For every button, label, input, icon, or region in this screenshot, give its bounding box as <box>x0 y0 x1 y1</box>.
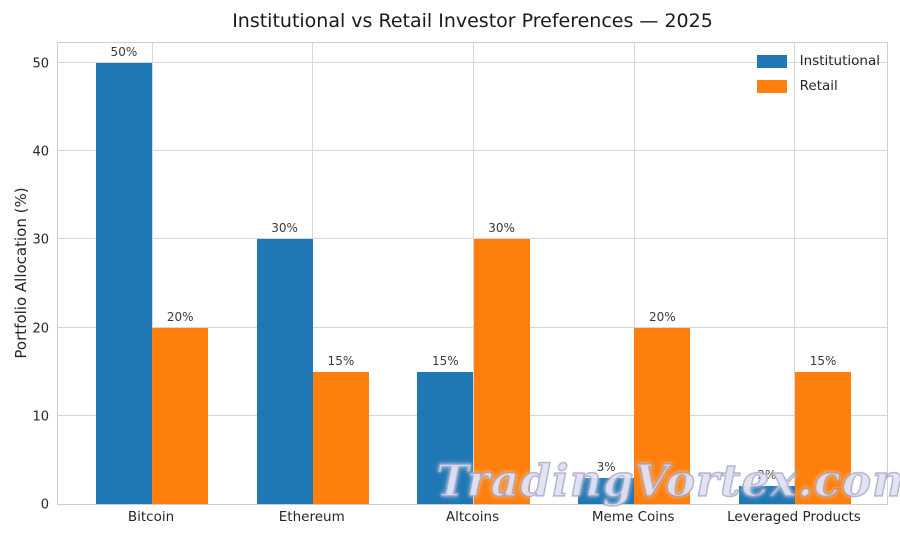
bar-retail-meme-coins <box>634 327 691 504</box>
y-tick-label: 10 <box>32 409 49 425</box>
legend-swatch-institutional <box>756 54 787 68</box>
bar-value-label-retail-altcoins: 30% <box>488 221 515 236</box>
gridline-vertical <box>794 43 796 504</box>
bar-retail-ethereum <box>312 371 369 504</box>
bar-institutional-ethereum <box>256 239 313 504</box>
bar-value-label-institutional-leveraged-products: 2% <box>757 468 777 483</box>
y-tick-label: 20 <box>32 321 49 337</box>
gridline-vertical <box>312 43 314 504</box>
bar-value-label-institutional-meme-coins: 3% <box>596 459 616 474</box>
bar-value-label-retail-bitcoin: 20% <box>166 309 194 324</box>
x-tick-label-meme-coins: Meme Coins <box>591 509 675 525</box>
plot-area: 50% 20% 30% 15% 15% 30% 3% 20% 2% 15% Institution… <box>57 42 888 505</box>
bar-retail-bitcoin <box>152 327 209 504</box>
x-tick-label-ethereum: Ethereum <box>278 509 345 525</box>
legend-label-institutional: Institutional <box>799 53 880 69</box>
legend-item-institutional: Institutional <box>756 53 880 69</box>
bar-retail-altcoins <box>473 239 530 504</box>
x-tick-label-altcoins: Altcoins <box>445 509 500 525</box>
bar-institutional-leveraged-products <box>738 486 795 504</box>
legend-item-retail: Retail <box>756 78 880 94</box>
chart-title: Institutional vs Retail Investor Prefere… <box>232 10 713 32</box>
bar-value-label-institutional-ethereum: 30% <box>271 221 298 236</box>
gridline-horizontal <box>58 238 887 240</box>
bar-value-label-retail-ethereum: 15% <box>327 353 355 368</box>
gridline-horizontal <box>58 62 887 64</box>
bar-retail-leveraged-products <box>794 371 852 504</box>
bar-value-label-retail-meme-coins: 20% <box>649 309 676 324</box>
y-tick-label: 0 <box>40 497 49 513</box>
y-tick-label: 30 <box>32 232 49 248</box>
bar-institutional-meme-coins <box>577 477 635 504</box>
gridline-vertical <box>633 43 635 504</box>
bar-institutional-bitcoin <box>95 63 153 504</box>
bar-value-label-institutional-altcoins: 15% <box>432 353 459 368</box>
bar-value-label-institutional-bitcoin: 50% <box>110 45 138 60</box>
bar-value-label-retail-leveraged-products: 15% <box>809 353 837 368</box>
legend: Institutional Retail <box>756 53 880 94</box>
y-tick-label: 50 <box>32 56 49 72</box>
y-tick-label: 40 <box>32 144 49 160</box>
gridline-vertical <box>151 43 153 504</box>
gridline-horizontal <box>58 326 887 328</box>
legend-swatch-retail <box>756 79 787 93</box>
legend-label-retail: Retail <box>799 78 838 94</box>
x-tick-label-leveraged-products: Leveraged Products <box>727 509 861 525</box>
bar-institutional-altcoins <box>417 371 474 504</box>
x-tick-label-bitcoin: Bitcoin <box>127 509 175 525</box>
gridline-horizontal <box>58 150 887 152</box>
